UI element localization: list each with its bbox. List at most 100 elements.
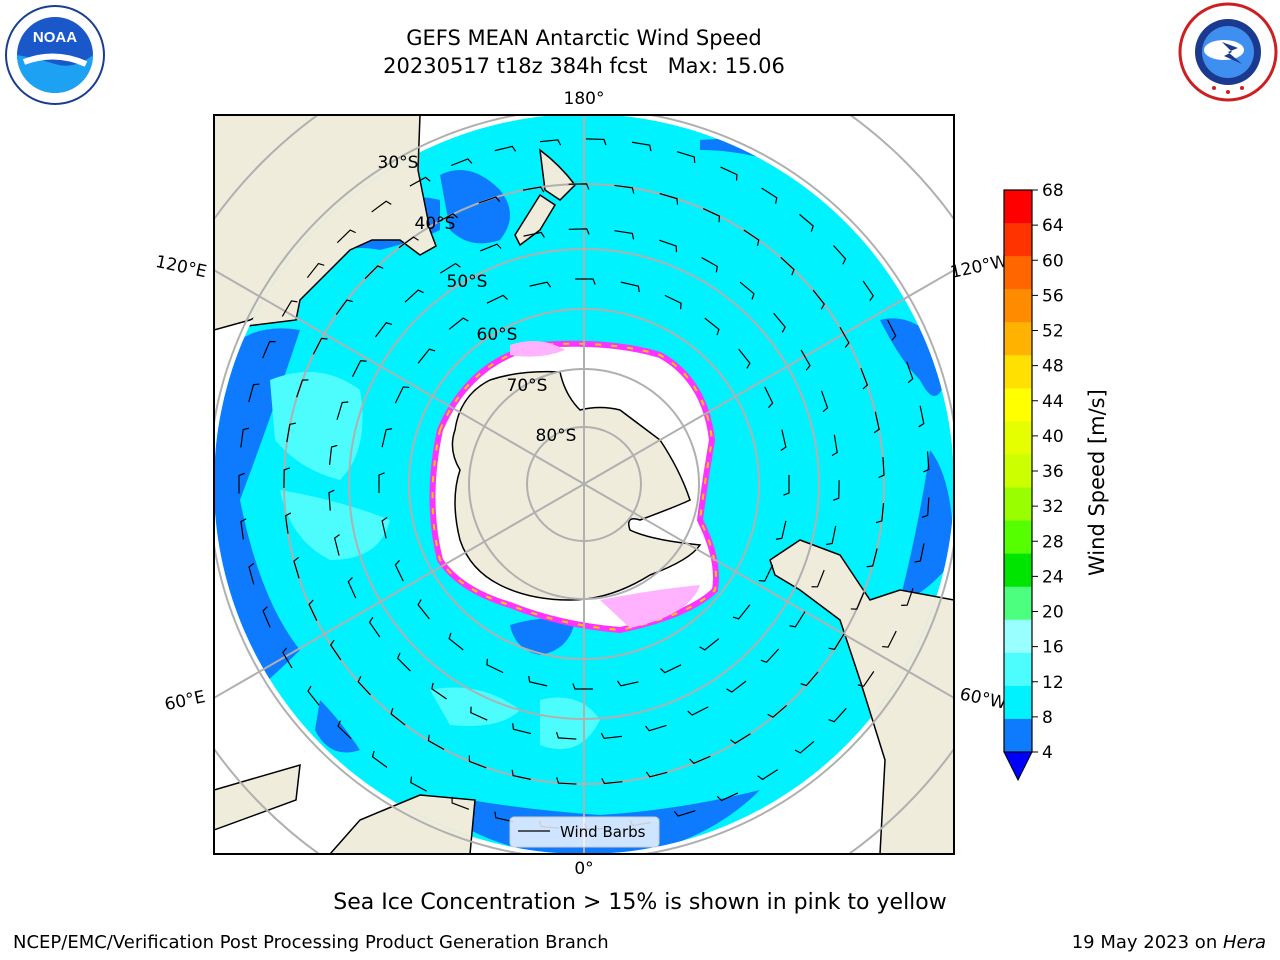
lon-label-0: 0° [574, 859, 593, 879]
wind-barb [336, 229, 356, 244]
colorbar-tick-label: 24 [1042, 567, 1064, 587]
wind-barb [620, 281, 640, 293]
wind-barb [529, 281, 552, 288]
wind-barb [328, 489, 335, 511]
wind-barb [394, 386, 410, 404]
wind-barb [308, 599, 318, 621]
wind-barb [585, 138, 607, 146]
wind-barb [659, 239, 678, 253]
wind-barb [568, 183, 590, 190]
wind-barb [296, 379, 309, 398]
wind-barb [347, 577, 357, 599]
colorbar-block [1004, 685, 1032, 720]
colorbar-block [1004, 454, 1032, 489]
wind-barb [448, 632, 464, 651]
wind-barb [673, 810, 696, 817]
wind-barb [336, 401, 349, 420]
wind-barb [357, 676, 371, 696]
wind-barb [831, 434, 838, 457]
map-frame [213, 114, 955, 855]
wind-barb [732, 604, 751, 620]
wind-barb [522, 186, 545, 193]
lat-label-60s: 60°S [477, 325, 518, 345]
wind-barb [906, 361, 914, 384]
wind-barb [240, 518, 247, 540]
colorbar-block [1004, 388, 1032, 422]
wind-barb [773, 312, 786, 333]
colorbar-tick-label: 52 [1042, 322, 1064, 342]
lon-label-180: 180° [564, 89, 605, 109]
wind-barb [494, 145, 517, 152]
map-title: GEFS MEAN Antarctic Wind Speed [406, 26, 762, 50]
wind-barb [720, 166, 738, 181]
wind-barb [394, 560, 404, 582]
wind-barb [282, 647, 293, 669]
colorbar-block [1004, 223, 1032, 257]
colorbar-tick-label: 44 [1042, 392, 1064, 412]
wind-barb [726, 680, 747, 693]
sea-ice-note: Sea Ice Concentration > 15% is shown in … [333, 890, 947, 915]
wind-barb [850, 592, 865, 610]
wind-barb [659, 193, 679, 205]
wind-barb [699, 638, 720, 651]
noaa-logo-text: NOAA [33, 29, 77, 46]
wind-barb [820, 390, 829, 413]
wind-barb [248, 383, 260, 403]
wind-barb [676, 151, 696, 164]
wind-barb [702, 207, 721, 223]
colorbar-label: Wind Speed [m/s] [1085, 389, 1109, 576]
wind-barb [860, 367, 869, 390]
wind-barb [664, 294, 682, 310]
wind-barb [511, 769, 531, 780]
colorbar-tick-label: 56 [1042, 286, 1064, 306]
wind-barb [828, 707, 847, 723]
map-legend: Wind Barbs [509, 816, 660, 848]
wind-barb [368, 616, 381, 638]
wind-barb [616, 680, 639, 687]
wind-barb [262, 606, 271, 628]
wind-barb [240, 427, 250, 448]
colorbar-tick-label: 40 [1042, 427, 1064, 447]
footer-right: 19 May 2023 on Hera [1072, 932, 1266, 953]
wind-barb [887, 319, 897, 341]
wind-barb [568, 228, 590, 235]
ross-ice-shelf [580, 373, 602, 405]
wind-barb [729, 733, 751, 745]
wind-barb [381, 428, 393, 448]
wind-barb [417, 348, 436, 364]
wind-barb [262, 340, 276, 359]
colorbar-block [1004, 256, 1032, 290]
wind-barb [614, 184, 635, 194]
wind-barb [716, 792, 739, 802]
wind-barb [645, 771, 668, 778]
wind-barb [828, 633, 845, 650]
wind-barb [914, 543, 925, 563]
wind-barb [862, 280, 874, 302]
colorbar-block [1004, 586, 1032, 621]
wind-barb [410, 776, 427, 792]
colorbar-tick-label: 32 [1042, 497, 1064, 517]
wind-barbs [238, 138, 930, 830]
wind-barb [306, 262, 325, 279]
wind-barb [555, 731, 577, 740]
wind-barb [775, 520, 787, 540]
colorbar-block [1004, 553, 1032, 588]
wind-barb [293, 556, 300, 579]
colorbar-block [1004, 355, 1032, 389]
wind-barb [839, 326, 850, 348]
wind-barb [539, 139, 562, 146]
map-subtitle: 20230517 t18z 384h fcst Max: 15.06 [383, 54, 785, 78]
wind-barb [398, 236, 419, 249]
wind-barb [660, 664, 682, 674]
wind-barb [600, 732, 623, 740]
wind-barb [329, 639, 342, 661]
wind-barb [601, 777, 623, 785]
wind-barb [704, 317, 720, 336]
wind-barb [799, 213, 814, 232]
wind-barb [371, 200, 392, 213]
colorbar-block [1004, 520, 1032, 555]
wind-barb [645, 724, 667, 732]
noaa-logo: NOAA [5, 5, 105, 105]
colorbar-tick-label: 4 [1042, 743, 1053, 763]
